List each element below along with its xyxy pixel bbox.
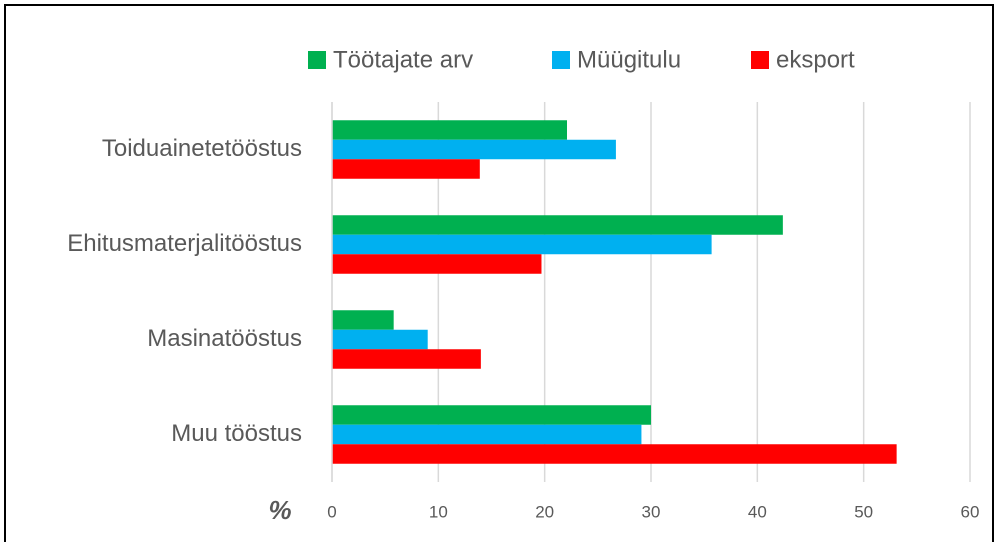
bar — [332, 120, 567, 140]
bar — [332, 310, 394, 330]
legend-label: eksport — [776, 46, 855, 73]
y-tick-label: Ehitusmaterjalitööstus — [67, 230, 302, 257]
legend-swatch — [308, 51, 326, 69]
y-tick-label: Muu tööstus — [171, 420, 302, 447]
bar — [332, 254, 542, 274]
bar — [332, 139, 616, 160]
legend-swatch — [552, 51, 570, 69]
x-tick-label: 60 — [961, 502, 980, 521]
bar — [332, 159, 480, 179]
legend-label: Töötajate arv — [333, 46, 473, 73]
bar — [332, 349, 481, 369]
bar — [332, 424, 642, 445]
legend-swatch — [751, 51, 769, 69]
bar — [332, 234, 712, 255]
bar — [332, 405, 651, 425]
x-tick-label: 30 — [642, 502, 661, 521]
bar — [332, 329, 428, 350]
x-tick-label: 20 — [535, 502, 554, 521]
legend-label: Müügitulu — [577, 46, 681, 73]
x-tick-label: 0 — [327, 502, 336, 521]
x-tick-label: 10 — [429, 502, 448, 521]
bar — [332, 444, 897, 464]
x-tick-label: 50 — [854, 502, 873, 521]
y-tick-label: Toiduainetetööstus — [102, 135, 302, 162]
x-axis-label: % — [268, 495, 291, 525]
x-tick-label: 40 — [748, 502, 767, 521]
y-tick-label: Masinatööstus — [147, 325, 302, 352]
bar — [332, 215, 783, 235]
